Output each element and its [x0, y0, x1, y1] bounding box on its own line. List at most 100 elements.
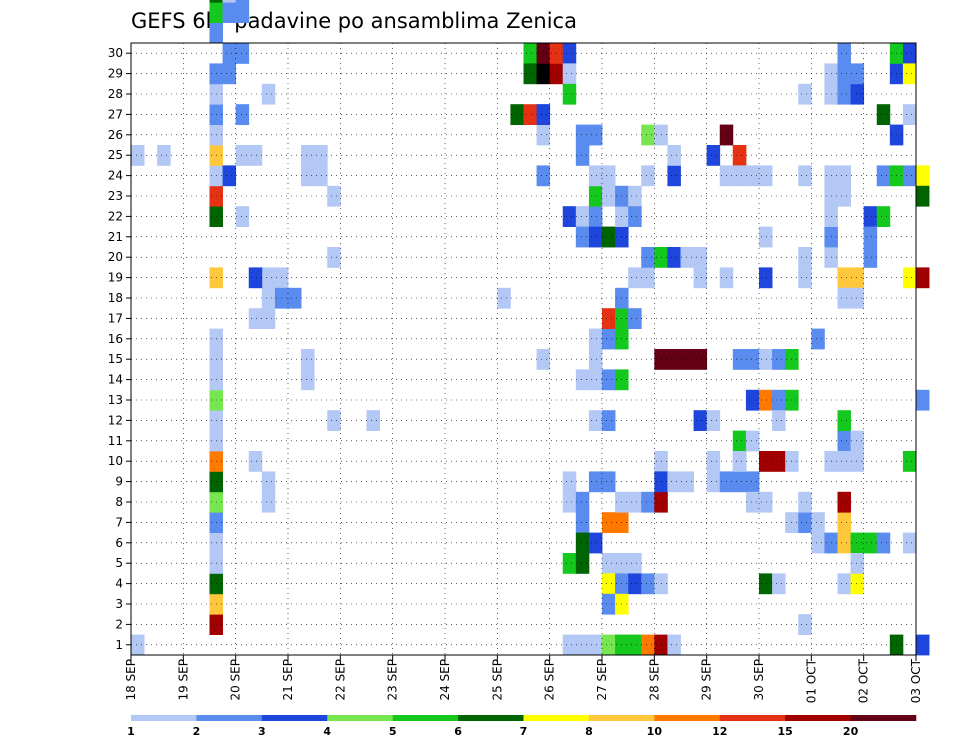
heatmap-cell	[575, 226, 590, 248]
heatmap-cell	[562, 63, 577, 85]
heatmap-cell	[798, 512, 812, 533]
y-tick-label: 3	[115, 597, 123, 611]
heatmap-cell	[667, 165, 681, 187]
colorbar-swatch	[588, 715, 655, 721]
x-tick-label: 27 SEP	[595, 659, 609, 701]
heatmap-cell	[759, 389, 773, 411]
heatmap-cell	[863, 532, 878, 554]
heatmap-cell	[850, 451, 865, 472]
heatmap-cell	[588, 349, 603, 370]
heatmap-cell	[732, 349, 747, 370]
heatmap-cell	[523, 63, 537, 85]
heatmap-cell	[209, 2, 223, 23]
heatmap-cell	[628, 491, 642, 513]
heatmap-cell	[562, 83, 577, 105]
heatmap-cell	[575, 369, 590, 391]
x-tick-label: 03 OCT	[909, 658, 923, 703]
x-tick-label: 28 SEP	[647, 659, 661, 701]
x-axis-ticks: 18 SEP 19 SEP 20 SEP 21 SEP 22 SEP 23 SEP 24 S…	[124, 655, 923, 703]
y-tick-label: 28	[108, 87, 123, 101]
heatmap-cell	[602, 573, 616, 595]
heatmap-cell	[732, 165, 747, 187]
heatmap-cell	[759, 226, 773, 248]
y-tick-label: 16	[108, 332, 123, 346]
heatmap-cell	[536, 165, 551, 187]
heatmap-cell	[837, 63, 851, 85]
heatmap-cell	[235, 145, 250, 166]
y-tick-label: 26	[108, 128, 123, 142]
heatmap-cell	[811, 512, 825, 533]
heatmap-cell	[131, 634, 145, 656]
heatmap-cell	[588, 328, 603, 350]
heatmap-cell	[261, 287, 276, 309]
heatmap-cell	[588, 634, 603, 656]
heatmap-cell	[588, 226, 603, 248]
heatmap-cell	[575, 145, 590, 166]
colorbar-label: 12	[712, 725, 727, 738]
heatmap-cell	[798, 247, 812, 268]
heatmap-cell	[314, 145, 328, 166]
y-tick-label: 14	[108, 373, 123, 387]
heatmap-cell	[157, 145, 171, 166]
colorbar-swatch	[196, 715, 263, 721]
heatmap-cell	[222, 2, 237, 23]
y-tick-label: 15	[108, 352, 123, 366]
colorbar-swatch	[131, 715, 197, 721]
heatmap-cell	[562, 634, 577, 656]
heatmap-cell	[628, 573, 642, 595]
colorbar-label: 6	[454, 725, 462, 738]
heatmap-cell	[602, 308, 616, 329]
heatmap-cell	[902, 165, 917, 187]
y-tick-label: 9	[115, 475, 123, 489]
heatmap-cell	[759, 349, 773, 370]
y-tick-label: 5	[115, 556, 123, 570]
heatmap-cell	[850, 553, 865, 574]
heatmap-cell	[641, 491, 655, 513]
heatmap-cell	[837, 165, 851, 187]
heatmap-cell	[759, 267, 773, 289]
heatmap-cell	[902, 43, 917, 64]
colorbar-swatch	[327, 715, 393, 721]
heatmap-cell	[301, 165, 315, 187]
x-tick-label: 30 SEP	[752, 659, 766, 701]
chart-title: GEFS 6hr padavine po ansamblima Zenica	[131, 9, 577, 33]
heatmap-cell	[131, 145, 145, 166]
heatmap-cell	[288, 287, 302, 309]
heatmap-cell	[248, 145, 263, 166]
heatmap-cell	[680, 349, 694, 370]
heatmap-cell	[222, 165, 237, 187]
heatmap-cell	[863, 247, 878, 268]
heatmap-cell	[248, 308, 263, 329]
colorbar-swatch	[523, 715, 590, 721]
heatmap-cell	[706, 471, 721, 493]
x-tick-label: 20 SEP	[229, 659, 243, 701]
heatmap-cell	[837, 532, 851, 554]
heatmap-cell	[510, 104, 524, 125]
y-tick-label: 27	[108, 107, 123, 121]
heatmap-cell	[680, 247, 694, 268]
heatmap-cell	[248, 267, 263, 289]
x-tick-label: 18 SEP	[124, 659, 138, 701]
colorbar-swatch	[785, 715, 851, 721]
heatmap-cell	[916, 389, 930, 411]
x-tick-label: 02 OCT	[857, 658, 871, 703]
y-tick-label: 18	[108, 291, 123, 305]
heatmap-cell	[916, 267, 930, 289]
x-tick-label: 19 SEP	[176, 659, 190, 701]
heatmap-cell	[811, 328, 825, 350]
gridlines	[131, 43, 917, 655]
heatmap-cell	[667, 349, 681, 370]
y-tick-label: 20	[108, 250, 123, 264]
heatmap-cell	[693, 349, 708, 370]
heatmap-cell	[837, 410, 851, 431]
heatmap-cell	[916, 165, 930, 187]
colorbar-label: 3	[258, 725, 266, 738]
heatmap-cell	[772, 410, 786, 431]
heatmap-cell	[798, 165, 812, 187]
heatmap-cell	[863, 206, 878, 227]
heatmap-cell	[850, 267, 865, 289]
heatmap-cell	[562, 206, 577, 227]
heatmap-cell	[588, 410, 603, 431]
heatmap-cell	[667, 145, 681, 166]
heatmap-cell	[301, 145, 315, 166]
